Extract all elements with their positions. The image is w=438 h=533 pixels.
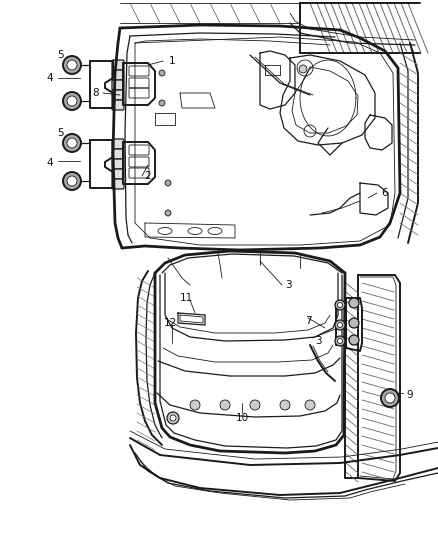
Text: 6: 6 [381, 188, 389, 198]
Circle shape [305, 400, 315, 410]
Circle shape [167, 412, 179, 424]
Circle shape [67, 138, 77, 148]
Circle shape [170, 415, 176, 421]
Circle shape [250, 400, 260, 410]
Text: 5: 5 [57, 50, 64, 60]
Circle shape [338, 303, 343, 308]
Circle shape [335, 336, 345, 346]
Circle shape [190, 400, 200, 410]
Circle shape [159, 70, 165, 76]
Text: 11: 11 [180, 293, 193, 303]
Text: 8: 8 [93, 88, 99, 98]
Circle shape [165, 180, 171, 186]
FancyBboxPatch shape [112, 159, 124, 169]
Circle shape [335, 320, 345, 330]
Circle shape [67, 60, 77, 70]
Circle shape [63, 134, 81, 152]
Circle shape [338, 322, 343, 327]
Circle shape [63, 172, 81, 190]
FancyBboxPatch shape [112, 169, 124, 179]
Circle shape [220, 400, 230, 410]
Text: 10: 10 [236, 413, 248, 423]
FancyBboxPatch shape [112, 70, 124, 80]
Circle shape [159, 100, 165, 106]
Text: 2: 2 [145, 171, 151, 181]
Circle shape [385, 393, 395, 403]
Circle shape [338, 338, 343, 343]
Circle shape [67, 96, 77, 106]
Circle shape [349, 318, 359, 328]
Circle shape [335, 300, 345, 310]
FancyBboxPatch shape [112, 149, 124, 159]
Text: 3: 3 [285, 280, 291, 290]
Circle shape [381, 389, 399, 407]
FancyBboxPatch shape [112, 60, 124, 70]
Text: 1: 1 [169, 56, 175, 66]
FancyBboxPatch shape [112, 100, 124, 110]
Circle shape [349, 335, 359, 345]
Circle shape [165, 210, 171, 216]
Text: 7: 7 [305, 316, 311, 326]
Text: 4: 4 [47, 73, 53, 83]
Text: 9: 9 [407, 390, 413, 400]
Circle shape [63, 56, 81, 74]
Circle shape [280, 400, 290, 410]
Circle shape [349, 298, 359, 308]
Circle shape [67, 176, 77, 186]
Text: 5: 5 [57, 128, 64, 138]
FancyBboxPatch shape [112, 80, 124, 90]
Text: 4: 4 [47, 158, 53, 168]
Text: 12: 12 [163, 318, 177, 328]
FancyBboxPatch shape [112, 90, 124, 100]
Circle shape [299, 65, 307, 73]
Text: 3: 3 [314, 336, 321, 346]
Circle shape [63, 92, 81, 110]
FancyBboxPatch shape [112, 179, 124, 189]
FancyBboxPatch shape [112, 139, 124, 149]
